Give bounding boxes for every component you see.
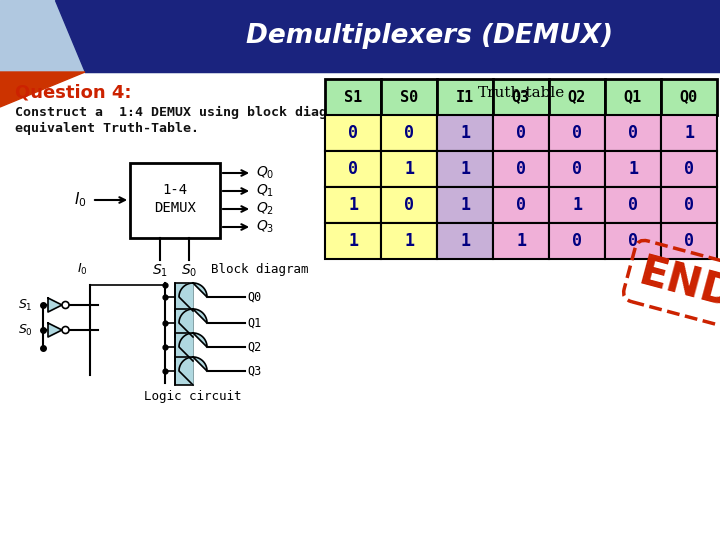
Text: Q1: Q1 xyxy=(624,90,642,105)
Text: 0: 0 xyxy=(628,196,638,214)
Bar xyxy=(493,151,549,187)
Bar xyxy=(437,223,493,259)
Text: 1: 1 xyxy=(404,232,414,250)
Bar xyxy=(381,115,437,151)
Bar xyxy=(381,187,437,223)
Bar xyxy=(493,187,549,223)
Polygon shape xyxy=(55,0,720,72)
Text: Q0: Q0 xyxy=(680,90,698,105)
Text: 0: 0 xyxy=(516,124,526,142)
Text: 1: 1 xyxy=(460,196,470,214)
Bar xyxy=(175,357,193,385)
Text: $I_0$: $I_0$ xyxy=(77,262,88,277)
Text: 0: 0 xyxy=(348,160,358,178)
Text: Question 4:: Question 4: xyxy=(15,84,132,102)
Text: Q3: Q3 xyxy=(247,364,261,377)
Text: Logic circuit: Logic circuit xyxy=(144,390,242,403)
Bar xyxy=(325,151,381,187)
Bar xyxy=(605,187,661,223)
Text: 1: 1 xyxy=(516,232,526,250)
Polygon shape xyxy=(179,333,207,361)
Bar xyxy=(605,115,661,151)
Text: 0: 0 xyxy=(628,232,638,250)
Text: 1: 1 xyxy=(628,160,638,178)
Text: 0: 0 xyxy=(572,232,582,250)
Text: $Q_0$: $Q_0$ xyxy=(256,165,274,181)
Bar xyxy=(381,79,437,115)
Text: 0: 0 xyxy=(572,160,582,178)
Bar xyxy=(549,79,605,115)
Polygon shape xyxy=(179,357,207,385)
Text: Truth-table: Truth-table xyxy=(477,86,564,100)
Text: 0: 0 xyxy=(572,124,582,142)
Text: 0: 0 xyxy=(516,196,526,214)
Text: 1-4: 1-4 xyxy=(163,183,188,197)
Bar xyxy=(549,115,605,151)
Polygon shape xyxy=(48,323,62,337)
Bar xyxy=(549,223,605,259)
Text: 1: 1 xyxy=(460,232,470,250)
Text: Block diagram: Block diagram xyxy=(212,262,309,275)
Bar xyxy=(130,163,220,238)
Text: 0: 0 xyxy=(684,232,694,250)
Text: 0: 0 xyxy=(404,196,414,214)
Polygon shape xyxy=(0,72,85,107)
Text: $S_1$: $S_1$ xyxy=(152,262,168,279)
Text: 0: 0 xyxy=(684,196,694,214)
Text: S0: S0 xyxy=(400,90,418,105)
Bar xyxy=(437,79,493,115)
Text: $S_1$: $S_1$ xyxy=(18,298,32,313)
Bar xyxy=(493,79,549,115)
Bar xyxy=(437,115,493,151)
Text: Q3: Q3 xyxy=(512,90,530,105)
Text: $Q_3$: $Q_3$ xyxy=(256,219,274,235)
Text: Q1: Q1 xyxy=(247,316,261,329)
Text: 1: 1 xyxy=(460,160,470,178)
Text: $S_0$: $S_0$ xyxy=(181,262,197,279)
Bar xyxy=(493,115,549,151)
Bar xyxy=(661,151,717,187)
Text: I1: I1 xyxy=(456,90,474,105)
Bar xyxy=(325,115,381,151)
Text: $Q_2$: $Q_2$ xyxy=(256,201,274,217)
Bar xyxy=(661,223,717,259)
Polygon shape xyxy=(48,298,62,312)
Bar xyxy=(605,79,661,115)
Text: $I_0$: $I_0$ xyxy=(74,191,87,210)
Bar xyxy=(325,223,381,259)
Text: 0: 0 xyxy=(628,124,638,142)
Bar xyxy=(437,151,493,187)
Text: Q0: Q0 xyxy=(247,291,261,303)
Text: Demultiplexers (DEMUX): Demultiplexers (DEMUX) xyxy=(246,23,613,49)
Bar xyxy=(381,223,437,259)
Polygon shape xyxy=(0,0,720,72)
Text: 0: 0 xyxy=(684,160,694,178)
Polygon shape xyxy=(179,309,207,337)
Circle shape xyxy=(62,301,69,308)
Bar xyxy=(605,223,661,259)
Bar xyxy=(661,79,717,115)
Text: $S_0$: $S_0$ xyxy=(18,322,33,338)
Text: Q2: Q2 xyxy=(568,90,586,105)
Text: 1: 1 xyxy=(460,124,470,142)
Bar xyxy=(437,187,493,223)
Polygon shape xyxy=(179,283,207,311)
Text: 0: 0 xyxy=(348,124,358,142)
Text: 1: 1 xyxy=(348,196,358,214)
Bar xyxy=(493,223,549,259)
Text: S1: S1 xyxy=(344,90,362,105)
Text: END: END xyxy=(634,251,720,317)
Bar xyxy=(381,151,437,187)
Text: 1: 1 xyxy=(572,196,582,214)
Circle shape xyxy=(62,327,69,334)
Bar xyxy=(661,187,717,223)
Text: 1: 1 xyxy=(348,232,358,250)
Bar xyxy=(661,115,717,151)
Bar xyxy=(549,151,605,187)
Bar xyxy=(175,333,193,361)
Text: $Q_1$: $Q_1$ xyxy=(256,183,274,199)
Bar xyxy=(325,187,381,223)
Bar xyxy=(325,79,381,115)
Bar xyxy=(605,151,661,187)
